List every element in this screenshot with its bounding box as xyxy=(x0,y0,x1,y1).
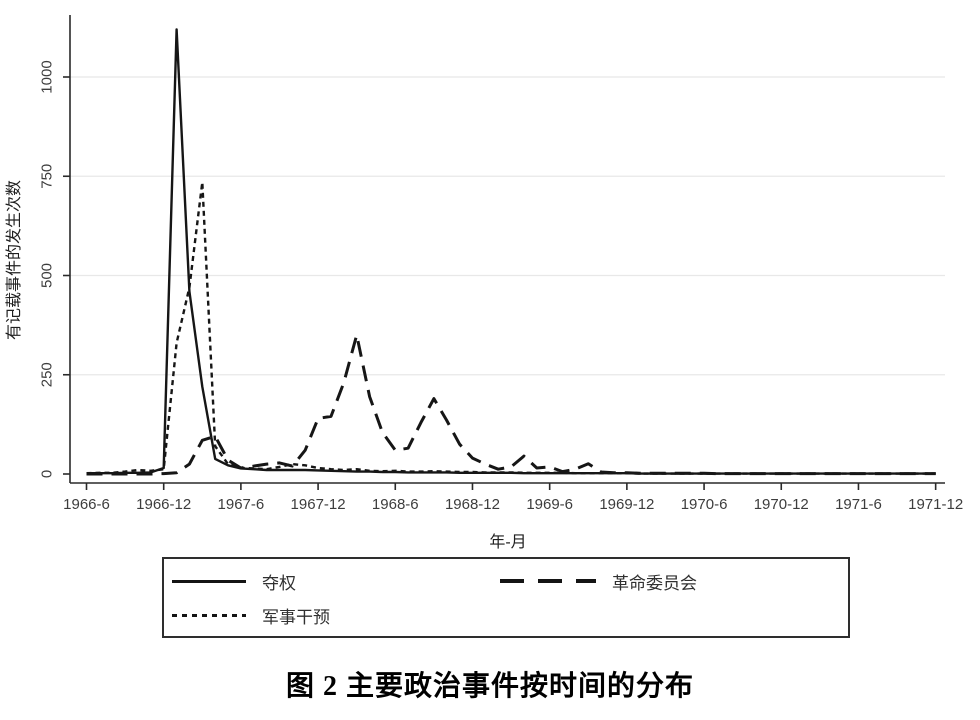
legend-item-seizure-of-power: 夺权 xyxy=(172,570,296,593)
short-dash-line-sample-icon xyxy=(172,613,246,617)
svg-text:年-月: 年-月 xyxy=(489,533,526,551)
svg-text:1966-12: 1966-12 xyxy=(136,496,191,513)
chart-legend: 夺权 革命委员会 军事干预 xyxy=(162,557,850,638)
svg-text:1968-12: 1968-12 xyxy=(445,496,500,513)
svg-text:1969-6: 1969-6 xyxy=(526,496,573,513)
legend-label-military-intervention: 军事干预 xyxy=(262,607,330,627)
svg-text:1966-6: 1966-6 xyxy=(63,496,110,513)
legend-item-revolutionary-committee: 革命委员会 xyxy=(500,570,697,593)
legend-item-military-intervention: 军事干预 xyxy=(172,604,330,627)
line-chart: 0 250 500 750 1000 1966-6 1966-12 1967-6 1967-12… xyxy=(5,15,963,551)
svg-text:750: 750 xyxy=(39,164,56,189)
svg-text:0: 0 xyxy=(39,470,56,478)
long-dash-line-sample-icon xyxy=(500,579,596,583)
svg-text:1970-12: 1970-12 xyxy=(754,496,809,513)
svg-text:1969-12: 1969-12 xyxy=(599,496,654,513)
svg-text:1000: 1000 xyxy=(39,60,56,93)
svg-text:250: 250 xyxy=(39,362,56,387)
svg-text:1971-12: 1971-12 xyxy=(908,496,963,513)
legend-label-seizure-of-power: 夺权 xyxy=(262,573,296,593)
svg-text:1971-6: 1971-6 xyxy=(835,496,882,513)
svg-text:500: 500 xyxy=(39,263,56,288)
svg-text:1970-6: 1970-6 xyxy=(681,496,728,513)
legend-label-revolutionary-committee: 革命委员会 xyxy=(612,573,697,593)
svg-text:1967-12: 1967-12 xyxy=(291,496,346,513)
figure-caption: 图 2 主要政治事件按时间的分布 xyxy=(285,671,694,702)
svg-text:有记载事件的发生次数: 有记载事件的发生次数 xyxy=(5,180,23,340)
solid-line-sample-icon xyxy=(172,579,246,583)
svg-text:1967-6: 1967-6 xyxy=(218,496,265,513)
svg-text:1968-6: 1968-6 xyxy=(372,496,419,513)
